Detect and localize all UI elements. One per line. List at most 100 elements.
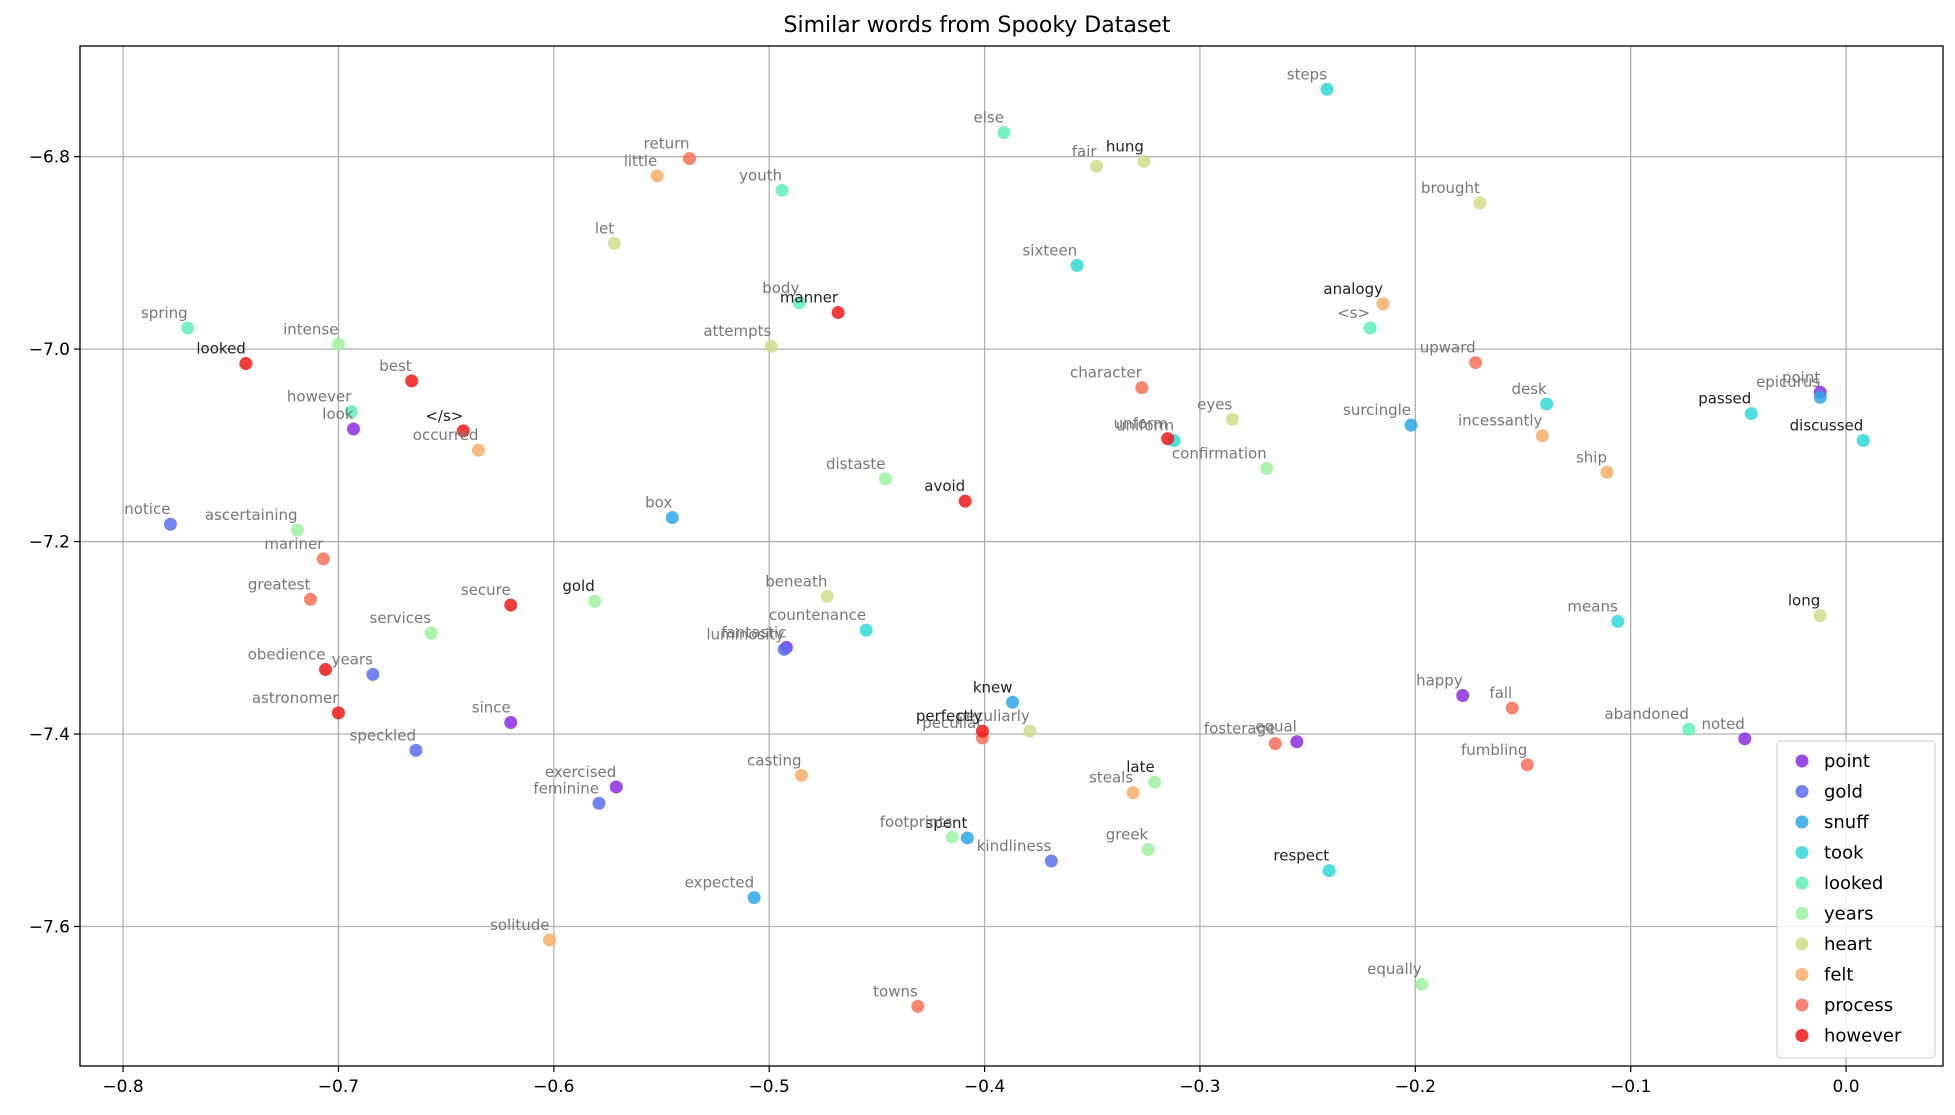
point-label: fumbling [1461,741,1527,759]
data-point [1141,842,1155,856]
data-point [831,306,845,320]
point-label: distaste [826,455,886,473]
data-point [1290,735,1304,749]
y-tick-label: −7.4 [29,725,70,745]
data-point [1611,614,1625,628]
point-label: kindliness [977,837,1052,855]
legend-marker [1795,815,1809,829]
data-point [1090,159,1104,173]
data-point [775,183,789,197]
point-label: perfectly [916,707,983,725]
legend: point gold snuff took looked years heart felt pr… [1776,740,1936,1059]
data-point [1268,737,1282,751]
legend-label: process [1824,995,1893,1016]
point-label: exercised [545,763,616,781]
y-tick-label: −6.8 [29,148,70,168]
x-tick-label: −0.8 [102,1077,143,1097]
point-label: knew [973,678,1013,696]
data-point [820,589,834,603]
data-point [650,169,664,183]
legend-label: point [1824,751,1870,772]
data-point [504,598,518,612]
point-label: services [370,609,432,627]
grid [80,46,1943,1066]
data-point [1813,609,1827,623]
point-label: body [762,279,799,297]
point-label: astronomer [252,689,339,707]
point-label: ship [1576,448,1607,466]
point-label: youth [739,166,782,184]
legend-label: however [1824,1026,1902,1047]
data-point [1260,461,1274,475]
legend-label: looked [1824,873,1883,894]
legend-label: years [1824,904,1874,925]
legend-marker [1795,1029,1809,1042]
plot-frame [79,45,1944,1067]
point-label: occurred [413,426,479,444]
point-label: happy [1416,672,1463,690]
data-point [958,494,972,508]
axis-ticks: −0.8 −0.7 −0.6 −0.5 −0.4 −0.3 −0.2 −0.1 0.0 −6.8 −… [29,148,1860,1097]
legend-marker [1795,968,1809,981]
data-point [607,236,621,250]
x-tick-label: −0.4 [964,1077,1005,1097]
point-label: peculiarly [957,707,1030,725]
legend-box [1776,740,1936,1059]
data-point [997,126,1011,140]
point-label: secure [461,581,511,599]
data-point [291,523,305,537]
data-point [331,337,345,351]
data-point [1023,724,1037,738]
point-label: gold [562,577,594,595]
x-tick-label: −0.5 [749,1077,790,1097]
y-tick-label: −7.2 [29,533,70,553]
point-label: feminine [533,779,599,797]
data-point [239,357,253,371]
data-point [1415,977,1429,991]
data-point [1505,701,1519,715]
point-label: long [1788,592,1820,610]
data-point [1161,432,1175,446]
data-point [859,623,873,637]
legend-label: heart [1824,934,1872,955]
data-point [543,933,557,947]
data-point [609,780,623,794]
data-point [945,830,959,844]
point-label: greatest [248,575,311,593]
data-point [1135,381,1149,395]
data-point [409,743,423,757]
data-point [764,339,778,353]
data-point [1744,407,1758,421]
legend-label: snuff [1824,812,1869,833]
legend-marker [1795,846,1809,859]
data-point [911,999,925,1013]
data-point [1738,732,1752,746]
data-point [347,422,361,436]
data-point [424,626,438,640]
legend-label: took [1824,843,1864,864]
data-point [163,517,177,531]
legend-marker [1795,754,1809,768]
legend-marker [1795,785,1809,798]
x-tick-label: −0.2 [1395,1077,1436,1097]
y-tick-label: −7.6 [29,917,70,937]
data-point [1148,775,1162,789]
point-label: best [379,357,412,375]
data-point [1044,854,1058,868]
data-points [163,82,1870,1013]
x-tick-label: −0.1 [1610,1077,1651,1097]
point-label: fall [1489,684,1512,702]
data-point [316,552,330,566]
data-point [1320,82,1334,96]
point-label: little [624,152,658,170]
point-label: speckled [350,726,416,744]
point-label: attempts [703,322,771,340]
point-label: however [287,388,352,406]
data-point [683,152,697,166]
data-point [1225,412,1239,426]
data-point [1473,196,1487,210]
data-point [747,891,761,905]
data-point [1126,786,1140,800]
point-label: mariner [264,535,324,553]
